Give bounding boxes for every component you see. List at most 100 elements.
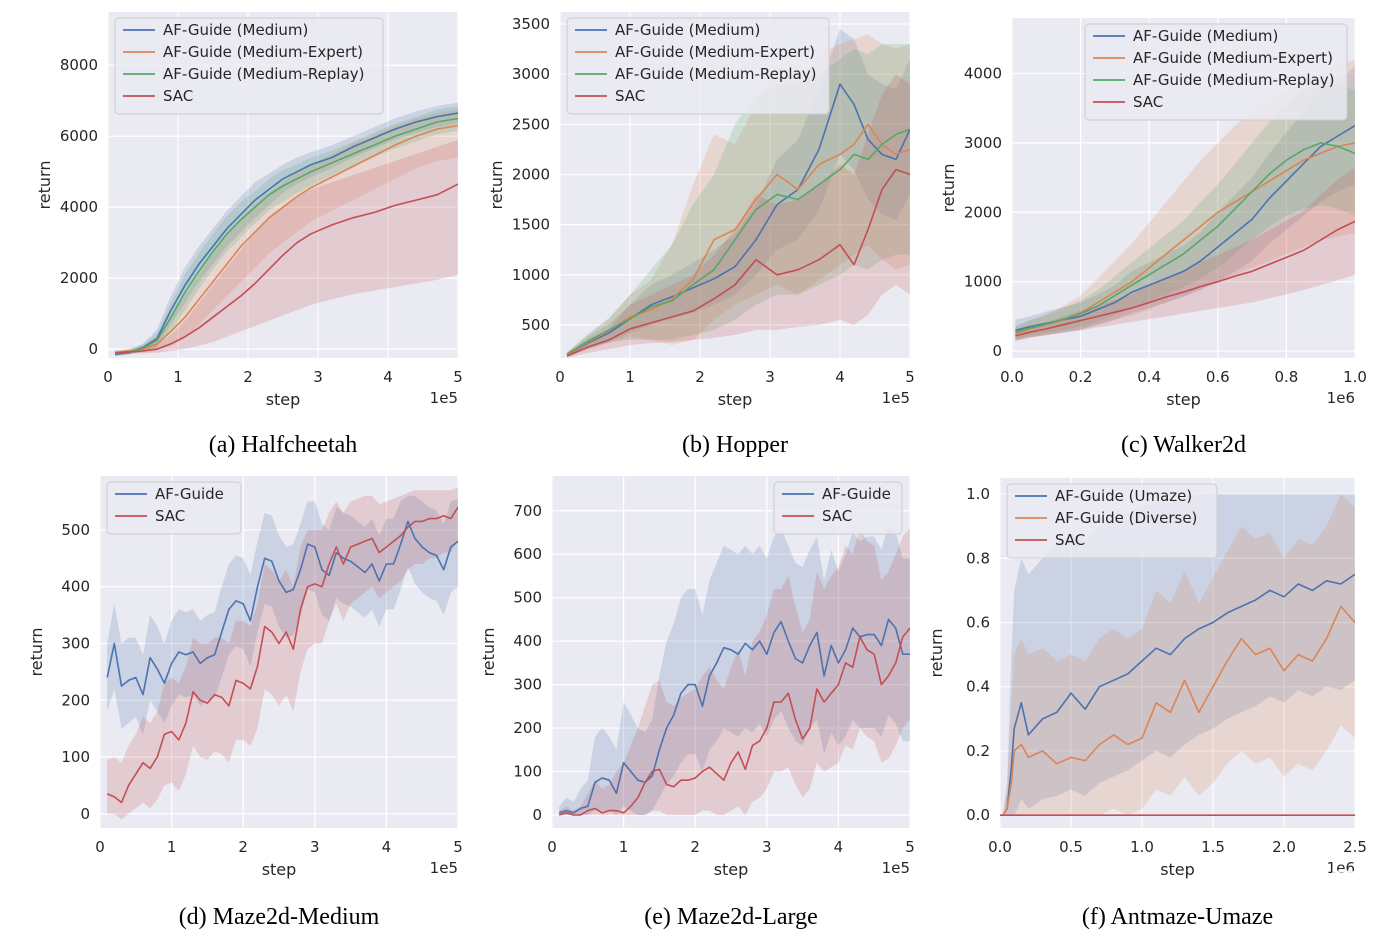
x-offset-label: 1e5: [430, 859, 458, 877]
x-tick-label: 0.0: [1000, 368, 1024, 386]
y-tick-label: 400: [513, 632, 542, 650]
confidence-band: [1015, 80, 1355, 339]
y-tick-label: 2500: [512, 115, 550, 133]
confidence-band: [559, 523, 910, 815]
x-tick-label: 5: [453, 838, 463, 856]
y-tick-label: 1000: [964, 273, 1002, 291]
chart-caption: (d) Maze2d-Medium: [179, 904, 380, 930]
x-offset-label: 1e6: [1327, 859, 1355, 877]
series-line: [1015, 124, 1355, 331]
x-tick-label: 4: [835, 368, 845, 386]
y-tick-label: 0.0: [966, 806, 990, 824]
series-line: [1015, 142, 1355, 334]
series-line: [114, 124, 458, 354]
x-axis-label: step: [718, 390, 753, 409]
x-tick-label: 2: [238, 838, 248, 856]
confidence-band: [567, 44, 910, 356]
x-tick-label: 2.5: [1343, 838, 1367, 856]
chart-caption: (f) Antmaze-Umaze: [1082, 904, 1273, 930]
series-line: [114, 117, 458, 355]
legend-box: [1084, 23, 1348, 121]
confidence-band: [567, 34, 910, 357]
confidence-band: [567, 74, 910, 358]
legend-label: SAC: [822, 507, 852, 525]
legend: AF-Guide (Umaze) AF-Guide (Diverse) SAC: [1006, 483, 1218, 559]
x-tick-label: 5: [905, 368, 915, 386]
legend-label: SAC: [155, 507, 185, 525]
chart-caption: (b) Hopper: [682, 432, 788, 458]
series-layer: [114, 102, 458, 357]
legend-label: SAC: [615, 87, 645, 105]
legend-label: AF-Guide (Medium-Replay): [163, 65, 365, 83]
y-tick-label: 1500: [512, 216, 550, 234]
x-tick-label: 1.0: [1343, 368, 1367, 386]
x-tick-label: 1.0: [1130, 838, 1154, 856]
legend-label: AF-Guide (Medium-Replay): [1133, 71, 1335, 89]
legend-label: AF-Guide (Medium): [615, 21, 760, 39]
x-tick-label: 1: [173, 368, 183, 386]
chart-panel: 0 1 2 3 4 5 0 2000 4000 6000 8000 step return 1e5 AF-G…: [35, 12, 463, 458]
series-line: [1015, 220, 1355, 337]
series-line: [114, 183, 458, 354]
chart-panel: 0 1 2 3 4 5 500 1000 1500 2000 2500 3000 3500 step ret…: [487, 12, 915, 458]
legend: AF-Guide SAC: [773, 481, 903, 535]
series-line: [114, 112, 458, 356]
y-tick-label: 2000: [60, 269, 98, 287]
y-tick-label: 0.4: [966, 678, 990, 696]
x-tick-label: 0: [547, 838, 557, 856]
x-tick-label: 1: [619, 838, 629, 856]
y-tick-label: 4000: [60, 198, 98, 216]
x-tick-label: 1.5: [1201, 838, 1225, 856]
x-tick-label: 1: [625, 368, 635, 386]
plot-background: [552, 476, 910, 828]
watermark: 知乎 @马亿: [1196, 866, 1356, 901]
y-tick-label: 600: [513, 545, 542, 563]
y-tick-label: 1.0: [966, 485, 990, 503]
x-tick-label: 0.2: [1069, 368, 1093, 386]
y-tick-label: 1000: [512, 266, 550, 284]
series-layer: [106, 487, 458, 820]
legend: AF-Guide (Medium) AF-Guide (Medium-Expert…: [1084, 23, 1348, 121]
confidence-band: [115, 139, 458, 355]
y-tick-label: 100: [513, 763, 542, 781]
x-tick-label: 2.0: [1272, 838, 1296, 856]
x-tick-label: 0.5: [1059, 838, 1083, 856]
y-tick-label: 3000: [964, 134, 1002, 152]
chart-panel: 0 1 2 3 4 5 0 100 200 300 400 500 600 700 step return 1e…: [479, 476, 915, 930]
x-tick-label: 3: [310, 838, 320, 856]
x-tick-label: 0: [103, 368, 113, 386]
legend: AF-Guide (Medium) AF-Guide (Medium-Expert…: [566, 17, 830, 115]
legend-box: [566, 17, 830, 115]
y-axis-label: return: [27, 628, 46, 677]
x-offset-label: 1e5: [882, 389, 910, 407]
y-tick-label: 500: [513, 589, 542, 607]
x-axis-label: step: [1166, 390, 1201, 409]
y-tick-label: 0: [532, 806, 542, 824]
legend-label: AF-Guide (Medium-Expert): [163, 43, 363, 61]
confidence-band: [115, 106, 458, 356]
legend: AF-Guide (Medium) AF-Guide (Medium-Expert…: [114, 17, 384, 115]
y-axis-label: return: [939, 164, 958, 213]
confidence-band: [1015, 167, 1355, 341]
legend-label: SAC: [1055, 531, 1085, 549]
x-offset-label: 1e6: [1327, 389, 1355, 407]
series-line: [1002, 573, 1355, 816]
series-layer: [558, 523, 910, 816]
confidence-band: [115, 102, 458, 357]
series-layer: [1000, 494, 1355, 817]
y-tick-label: 4000: [964, 65, 1002, 83]
series-line: [1002, 605, 1355, 816]
chart-caption: (c) Walker2d: [1121, 432, 1246, 458]
y-axis-label: return: [487, 161, 506, 210]
y-tick-label: 100: [61, 748, 90, 766]
legend-label: AF-Guide (Medium-Replay): [615, 65, 817, 83]
x-tick-label: 0.4: [1137, 368, 1161, 386]
x-tick-label: 3: [313, 368, 323, 386]
chart-caption: (e) Maze2d-Large: [644, 904, 817, 930]
y-tick-label: 3500: [512, 15, 550, 33]
legend-label: AF-Guide (Medium): [163, 21, 308, 39]
x-offset-label: 1e5: [430, 389, 458, 407]
legend-box: [1006, 483, 1218, 559]
y-tick-label: 0.8: [966, 549, 990, 567]
